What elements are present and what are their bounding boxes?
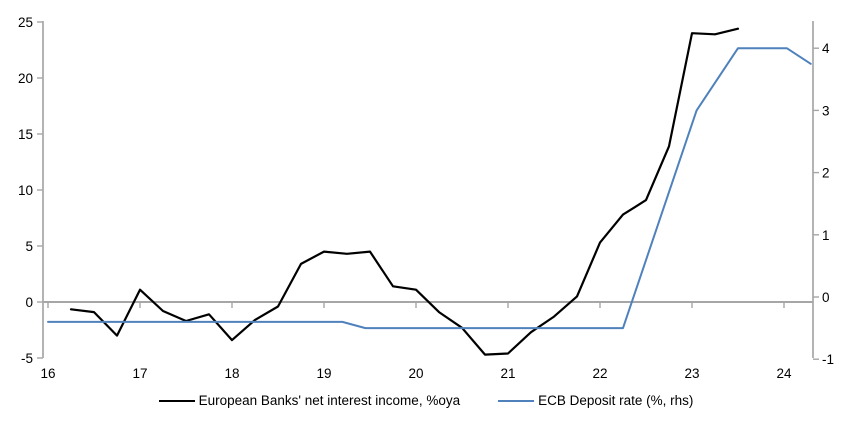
x-tick-label: 20 xyxy=(408,366,423,381)
right-axis-label: 2 xyxy=(822,166,830,181)
left-axis-label: 0 xyxy=(25,295,33,310)
left-axis-label: 20 xyxy=(18,71,33,86)
legend-item-nii: European Banks' net interest income, %oy… xyxy=(158,393,461,408)
nii-legend-label: European Banks' net interest income, %oy… xyxy=(198,393,461,408)
legend: European Banks' net interest income, %oy… xyxy=(0,393,852,408)
x-tick-label: 21 xyxy=(500,366,515,381)
left-axis-label: 15 xyxy=(18,127,33,142)
left-axis-label: 10 xyxy=(18,183,33,198)
x-tick-label: 19 xyxy=(316,366,331,381)
left-axis-label: -5 xyxy=(21,351,33,366)
right-axis-label: -1 xyxy=(822,352,834,367)
x-tick-label: 24 xyxy=(776,366,792,381)
x-tick-label: 17 xyxy=(132,366,147,381)
x-tick-label: 22 xyxy=(592,366,607,381)
right-axis-label: 3 xyxy=(822,103,830,118)
right-axis-label: 1 xyxy=(822,228,830,243)
x-tick-label: 16 xyxy=(40,366,55,381)
ecb-legend-label: ECB Deposit rate (%, rhs) xyxy=(538,393,694,408)
left-axis-label: 25 xyxy=(18,15,33,30)
right-axis-label: 4 xyxy=(822,41,830,56)
legend-item-ecb: ECB Deposit rate (%, rhs) xyxy=(498,393,693,408)
left-axis-label: 5 xyxy=(25,239,33,254)
nii-line-series xyxy=(69,27,740,356)
nii-line-swatch xyxy=(158,399,195,402)
ecb-deposit-rate-swatch xyxy=(498,399,535,402)
x-tick-label: 18 xyxy=(224,366,239,381)
right-axis-label: 0 xyxy=(822,290,830,305)
ecb-deposit-rate-line-series xyxy=(47,47,812,330)
x-tick-label: 23 xyxy=(684,366,699,381)
